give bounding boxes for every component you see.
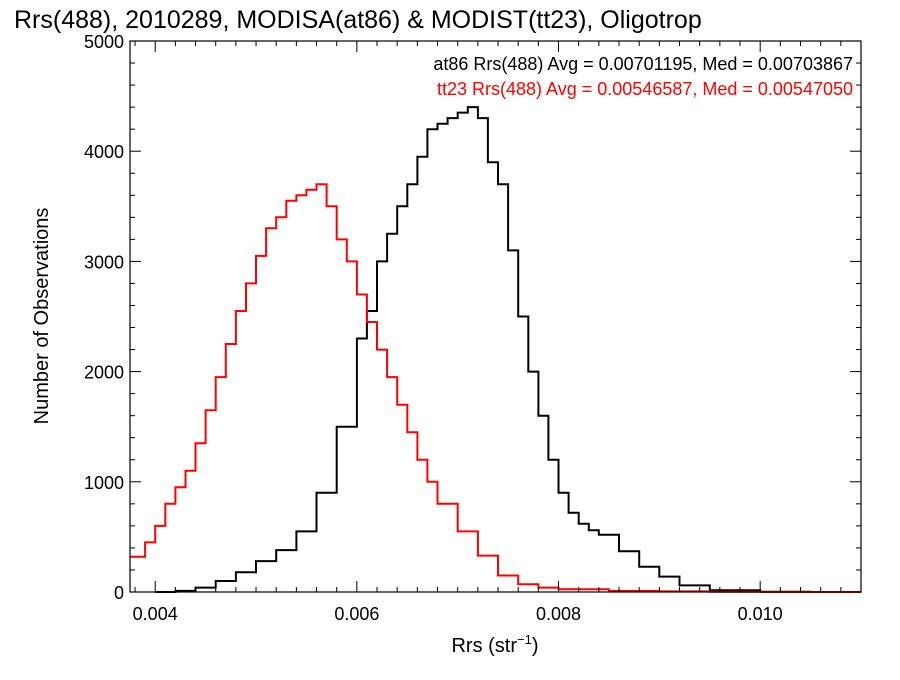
y-tick-label: 3000: [84, 252, 124, 272]
y-tick-label: 0: [114, 583, 124, 603]
x-axis-title-exponent: −1: [517, 632, 532, 647]
x-axis-title: Rrs (str−1): [451, 632, 538, 657]
series-line-tt23: [130, 183, 861, 593]
chart-title: Rrs(488), 2010289, MODISA(at86) & MODIST…: [14, 6, 702, 34]
x-tick-label: 0.010: [738, 604, 783, 624]
x-tick-label: 0.006: [334, 604, 379, 624]
series-layer: [130, 106, 861, 593]
x-axis-title-close: ): [532, 635, 539, 657]
legend-entry-at86: at86 Rrs(488) Avg = 0.00701195, Med = 0.…: [433, 54, 853, 74]
y-tick-label: 1000: [84, 473, 124, 493]
legend-entry-tt23: tt23 Rrs(488) Avg = 0.00546587, Med = 0.…: [437, 79, 853, 99]
x-axis-title-text: Rrs (str: [451, 635, 517, 657]
y-tick-label: 5000: [84, 32, 124, 52]
series-line-at86: [155, 106, 861, 593]
tick-layer: 0.004 0.006 0.008 0.010 0 1000 2000 3000 4000 500…: [84, 32, 861, 624]
y-axis-title: Number of Observations: [31, 208, 53, 425]
y-tick-label: 4000: [84, 142, 124, 162]
plot-frame: [129, 40, 862, 593]
x-tick-label: 0.008: [536, 604, 581, 624]
x-tick-label: 0.004: [133, 604, 178, 624]
y-tick-label: 2000: [84, 363, 124, 383]
